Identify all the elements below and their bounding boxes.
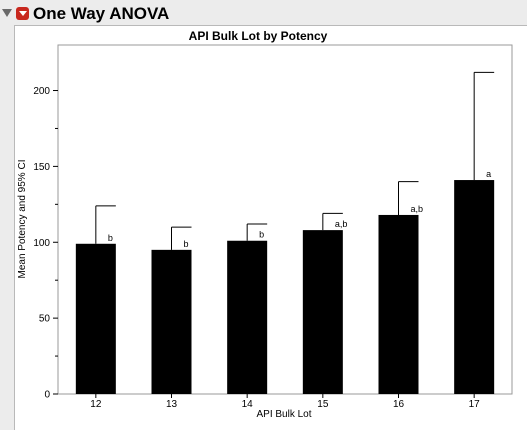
plot-frame xyxy=(57,44,513,395)
significance-letter: a xyxy=(486,169,491,179)
y-tick-label: 200 xyxy=(33,86,50,97)
x-axis-label: API Bulk Lot xyxy=(256,409,311,420)
report-header: One Way ANOVA xyxy=(0,0,527,30)
chart-title: API Bulk Lot by Potency xyxy=(189,29,328,43)
x-tick-label: 15 xyxy=(317,399,329,410)
x-tick-label: 16 xyxy=(393,399,405,410)
significance-letter: b xyxy=(184,239,189,249)
x-tick-label: 14 xyxy=(242,399,254,410)
y-tick-label: 150 xyxy=(33,162,50,173)
y-tick-label: 50 xyxy=(39,314,51,325)
significance-letter: b xyxy=(259,230,264,240)
y-tick-label: 100 xyxy=(33,238,50,249)
x-tick-label: 13 xyxy=(166,399,178,410)
report-title: One Way ANOVA xyxy=(33,4,170,23)
bar xyxy=(75,243,116,394)
chevron-down-icon xyxy=(18,11,27,16)
bar xyxy=(378,214,419,394)
disclosure-triangle-icon[interactable] xyxy=(2,9,12,17)
bar xyxy=(454,180,495,394)
significance-letter: b xyxy=(108,233,113,243)
bar xyxy=(302,230,343,394)
bars-layer: b b b a,b a,b a xyxy=(75,71,495,394)
significance-letter: a,b xyxy=(411,204,424,214)
y-tick-label: 0 xyxy=(44,390,50,401)
red-triangle-menu-button[interactable] xyxy=(16,7,29,20)
x-tick-label: 12 xyxy=(90,399,102,410)
bar xyxy=(227,240,268,394)
y-axis-label: Mean Potency and 95% CI xyxy=(17,160,28,279)
x-axis: 12 13 14 15 16 17 xyxy=(90,394,480,410)
x-tick-label: 17 xyxy=(469,399,481,410)
y-axis: 0 50 100 150 200 xyxy=(33,86,58,401)
bar xyxy=(151,249,192,394)
significance-letter: a,b xyxy=(335,219,348,229)
